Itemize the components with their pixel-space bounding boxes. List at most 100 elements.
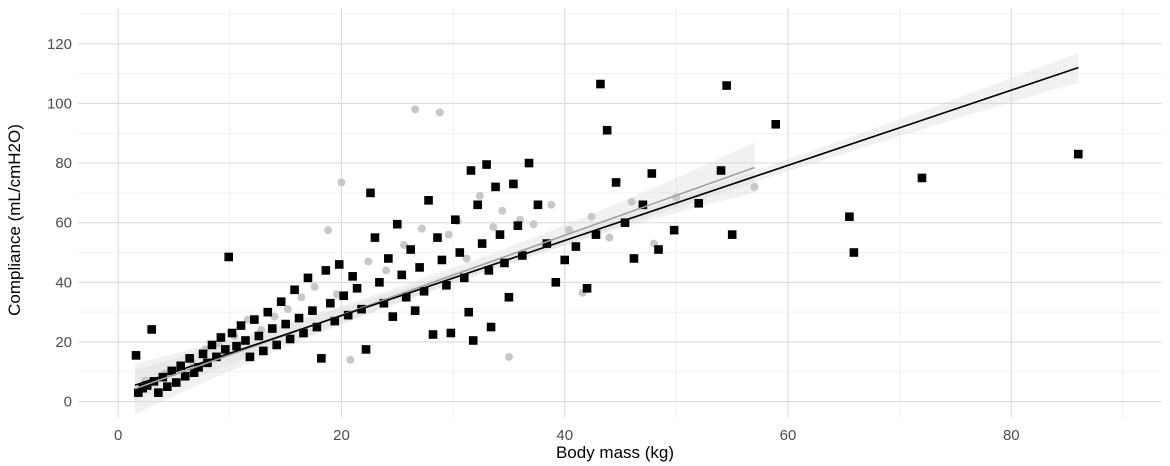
black-data-point xyxy=(582,283,592,293)
black-data-point xyxy=(348,272,357,281)
y-tick-label: 60 xyxy=(55,215,72,232)
gray-data-point xyxy=(324,226,333,235)
gray-data-point xyxy=(444,230,453,239)
black-data-point xyxy=(620,218,630,227)
black-data-point xyxy=(669,225,679,235)
black-data-point xyxy=(272,340,282,350)
black-data-point xyxy=(437,255,447,265)
gray-data-point xyxy=(417,224,426,233)
black-data-point xyxy=(216,333,226,342)
black-data-point xyxy=(654,245,663,254)
gray-data-point xyxy=(283,305,292,314)
black-data-point xyxy=(142,381,152,390)
black-data-point xyxy=(267,324,277,333)
black-data-point xyxy=(442,281,451,290)
black-data-point xyxy=(722,81,731,90)
gray-data-point xyxy=(411,105,420,114)
gray-data-point xyxy=(489,223,498,232)
black-data-point xyxy=(845,212,854,222)
black-data-point xyxy=(207,340,217,350)
black-data-point xyxy=(232,341,241,351)
black-data-point xyxy=(375,278,384,287)
gray-data-point xyxy=(627,197,636,206)
black-data-point xyxy=(259,346,268,356)
gray-data-point xyxy=(382,266,391,275)
black-data-point xyxy=(343,310,353,320)
black-data-point xyxy=(133,388,143,397)
black-data-point xyxy=(312,322,322,332)
black-data-point xyxy=(551,278,561,287)
black-data-point xyxy=(560,255,570,265)
black-data-point xyxy=(384,254,393,263)
x-tick-label: 60 xyxy=(780,427,797,444)
black-data-point xyxy=(147,325,156,334)
black-data-point xyxy=(138,383,148,393)
black-data-point xyxy=(602,125,612,135)
black-data-point xyxy=(176,361,186,371)
x-axis-tick-labels: 0 20 40 60 80 xyxy=(114,427,1020,444)
black-data-point xyxy=(771,119,781,129)
black-data-point xyxy=(495,230,505,239)
black-data-point xyxy=(308,306,317,315)
gray-data-point xyxy=(605,233,614,242)
black-data-point xyxy=(366,188,375,198)
black-data-point xyxy=(638,200,648,210)
black-data-point xyxy=(388,312,398,321)
black-data-point xyxy=(236,321,246,330)
x-tick-label: 80 xyxy=(1003,427,1020,444)
black-data-point xyxy=(486,322,496,332)
major-gridlines xyxy=(78,8,1162,418)
black-data-point xyxy=(352,283,362,293)
black-data-point xyxy=(379,298,389,308)
black-data-point xyxy=(419,286,429,296)
black-data-point xyxy=(446,328,456,338)
black-data-point xyxy=(392,219,402,229)
black-data-point xyxy=(509,179,518,189)
gray-data-point xyxy=(498,206,507,215)
black-data-point xyxy=(167,366,177,376)
y-tick-label: 120 xyxy=(47,36,72,53)
gray-data-point xyxy=(504,352,513,361)
y-tick-label: 100 xyxy=(47,95,72,112)
black-data-point xyxy=(185,354,194,363)
black-data-point xyxy=(299,328,308,338)
black-data-point xyxy=(263,307,273,317)
black-data-point xyxy=(410,306,420,315)
black-data-point xyxy=(459,273,469,283)
black-data-point xyxy=(163,382,172,391)
black-data-point xyxy=(290,285,299,295)
black-data-point xyxy=(250,315,259,324)
black-data-point xyxy=(464,307,474,317)
black-data-point xyxy=(241,336,250,345)
confidence-bands xyxy=(134,52,1079,415)
black-data-point xyxy=(596,79,605,89)
black-data-point xyxy=(455,248,465,257)
black-data-point xyxy=(171,378,181,387)
x-tick-label: 40 xyxy=(556,427,573,444)
black-data-point xyxy=(484,266,494,275)
black-data-point xyxy=(189,368,199,377)
black-data-point xyxy=(482,160,491,169)
gray-data-point xyxy=(435,108,444,117)
black-data-point xyxy=(513,221,523,230)
black-data-point xyxy=(849,248,859,257)
minor-gridlines xyxy=(78,8,1162,418)
black-data-point xyxy=(406,245,415,254)
y-tick-label: 80 xyxy=(55,155,72,172)
gray-point-series xyxy=(140,105,759,385)
black-data-point xyxy=(451,215,460,225)
black-data-point xyxy=(727,230,737,239)
gray-data-point xyxy=(547,200,556,209)
black-data-point xyxy=(466,166,476,175)
black-data-point xyxy=(281,319,290,329)
black-data-point xyxy=(491,182,500,192)
black-data-point xyxy=(285,334,295,344)
black-data-point xyxy=(542,239,552,248)
gray-data-point xyxy=(399,241,408,250)
black-data-point xyxy=(334,260,344,269)
black-data-point xyxy=(158,372,168,382)
black-data-point xyxy=(473,200,482,210)
y-axis-tick-labels: 0 20 40 60 80 100 120 xyxy=(47,36,72,411)
black-data-point xyxy=(361,345,371,354)
black-data-point xyxy=(1073,149,1083,159)
